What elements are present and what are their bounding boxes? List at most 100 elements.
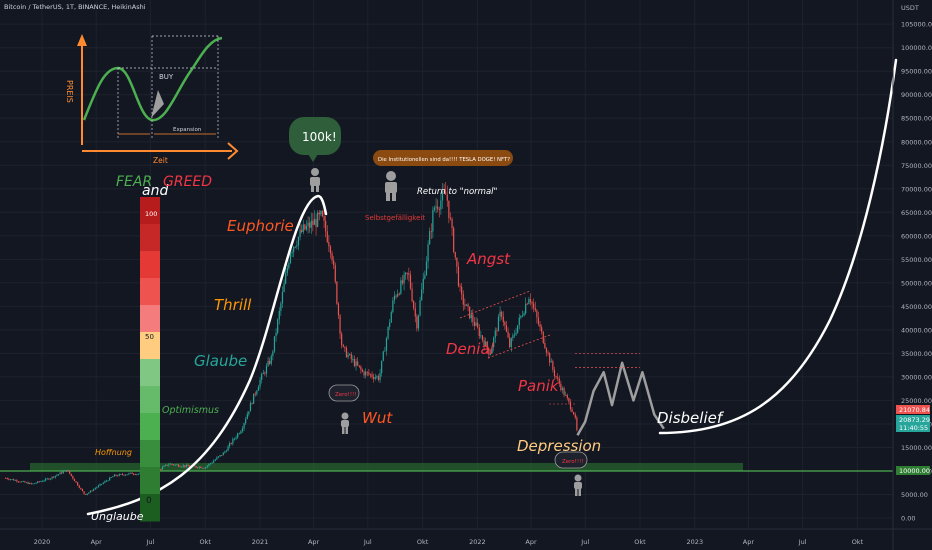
candle-body <box>107 480 109 482</box>
candle-body <box>245 419 247 424</box>
candle-body <box>528 298 530 305</box>
candle-body <box>177 464 180 467</box>
y-tick-label: 100000.00 <box>901 44 932 52</box>
candle-body <box>59 472 61 475</box>
candle-body <box>560 383 562 391</box>
fear-greed-top-value: 100 <box>145 210 157 218</box>
candle-body <box>251 403 253 404</box>
candle-body <box>328 241 330 247</box>
inset-xlabel: Zeit <box>153 156 168 165</box>
projection-path <box>576 361 665 436</box>
candle-body <box>81 489 84 492</box>
fear-greed-segment <box>140 278 160 306</box>
candle-body <box>24 481 26 483</box>
candle-body <box>203 467 205 469</box>
candle-body <box>411 288 413 302</box>
candle-body <box>48 478 50 480</box>
candle-body <box>542 331 544 344</box>
candle-body <box>475 322 477 326</box>
candle-body <box>491 347 493 354</box>
candle-body <box>390 312 392 323</box>
fear-greed-bottom-value: 0 <box>146 496 152 506</box>
candle-body <box>325 220 327 232</box>
bubble-100k-text: 100k! <box>302 130 337 144</box>
time-axis[interactable]: 2020 Apr Jul Okt 2021 Apr Jul Okt 2022 Apr Jul Okt 2… <box>0 528 932 546</box>
candle-body <box>40 481 42 483</box>
bubble-100k <box>289 117 341 155</box>
phase-disbelief: Disbelief <box>657 409 725 427</box>
candle-body <box>320 211 322 215</box>
candle-body <box>369 374 372 376</box>
callouts: 100k! Die Institutionellen sind da!!!! T… <box>289 117 588 469</box>
candle-body <box>429 231 431 245</box>
candle-body <box>61 472 63 474</box>
inset-ylabel: PREIS <box>65 80 74 103</box>
candle-body <box>62 471 64 474</box>
candle-body <box>229 443 231 447</box>
candle-body <box>389 322 391 327</box>
institutions-bubble <box>373 150 513 166</box>
candle-body <box>45 478 47 481</box>
candle-body <box>118 474 120 476</box>
candle-body <box>504 322 506 326</box>
x-tick-label: Apr <box>525 538 537 546</box>
candle-body <box>502 316 504 323</box>
candle-body <box>102 482 104 484</box>
candle-body <box>315 219 317 227</box>
candle-body <box>179 466 181 468</box>
phase-unglaube: Unglaube <box>91 510 144 523</box>
x-tick-label: Apr <box>91 538 103 546</box>
candle-body <box>27 482 29 484</box>
candle-body <box>512 335 514 339</box>
candle-body <box>83 491 85 494</box>
candle-body <box>361 369 364 372</box>
candle-body <box>401 280 404 284</box>
candle-body <box>70 473 72 476</box>
candle-body <box>381 360 383 373</box>
y-tick-label: 0.00 <box>901 515 915 523</box>
candle-body <box>368 372 370 375</box>
candle-body <box>112 476 114 478</box>
candle-body <box>433 207 436 210</box>
candle-body <box>509 337 511 348</box>
candle-body <box>302 224 304 233</box>
candle-body <box>289 253 292 264</box>
candle-body <box>53 476 55 478</box>
candle-body <box>235 437 237 439</box>
candle-body <box>443 191 445 193</box>
candle-body <box>505 325 508 332</box>
person-icons <box>310 168 582 496</box>
candle-body <box>321 211 324 217</box>
candle-body <box>6 478 8 479</box>
x-tick-label: Okt <box>634 538 646 546</box>
candle-body <box>201 467 204 469</box>
x-tick-label: 2021 <box>252 538 269 546</box>
candle-body <box>121 474 124 475</box>
candle-body <box>544 343 546 349</box>
current-price-tag <box>896 405 930 414</box>
candle-body <box>54 475 56 478</box>
zero-bubble-1 <box>328 384 360 402</box>
candle-body <box>497 316 500 332</box>
x-tick-label: Jul <box>363 538 372 546</box>
candle-body <box>445 191 447 195</box>
fear-greed-segment <box>140 332 160 360</box>
candle-body <box>432 209 434 232</box>
candle-body <box>93 489 95 491</box>
institutions-text: Die Institutionellen sind da!!!! TESLA D… <box>378 157 510 163</box>
candle-body <box>421 289 423 301</box>
candle-body <box>110 477 112 478</box>
candle-body <box>481 335 484 341</box>
candle-body <box>182 465 184 467</box>
candle-body <box>104 481 106 483</box>
candle-body <box>427 244 429 262</box>
candle-body <box>414 308 416 317</box>
x-tick-label: 2023 <box>687 538 704 546</box>
candle-body <box>43 480 45 482</box>
candle-body <box>281 292 284 304</box>
candle-body <box>353 359 356 367</box>
candle-body <box>237 433 239 438</box>
candle-body <box>294 246 296 248</box>
price-cycle-inset: PREIS Zeit BUY Expansion <box>65 34 239 165</box>
